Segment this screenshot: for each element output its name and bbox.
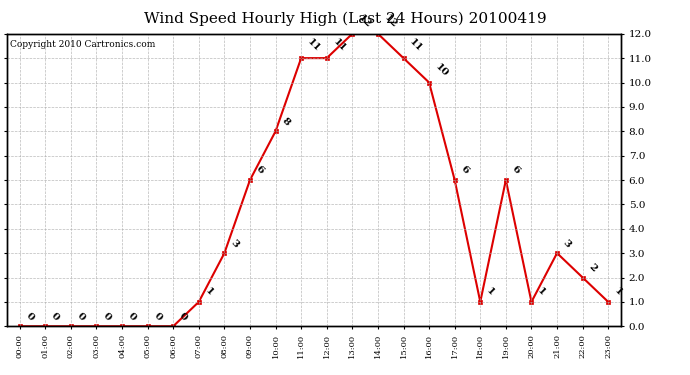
Text: 6: 6 (254, 164, 266, 176)
Text: 0: 0 (152, 310, 164, 322)
Text: 3: 3 (561, 237, 573, 249)
Text: 1: 1 (612, 286, 624, 298)
Text: 1: 1 (535, 286, 547, 298)
Text: Copyright 2010 Cartronics.com: Copyright 2010 Cartronics.com (10, 40, 155, 49)
Text: 11: 11 (408, 38, 424, 54)
Text: 11: 11 (305, 38, 322, 54)
Text: 11: 11 (331, 38, 348, 54)
Text: 3: 3 (228, 237, 240, 249)
Text: 6: 6 (510, 164, 522, 176)
Text: 2: 2 (586, 262, 598, 273)
Text: 0: 0 (75, 310, 86, 322)
Text: 10: 10 (433, 62, 450, 78)
Text: 0: 0 (24, 310, 35, 322)
Text: 0: 0 (177, 310, 189, 322)
Text: 8: 8 (279, 116, 291, 127)
Text: 12: 12 (357, 13, 373, 30)
Text: Wind Speed Hourly High (Last 24 Hours) 20100419: Wind Speed Hourly High (Last 24 Hours) 2… (144, 11, 546, 26)
Text: 0: 0 (101, 310, 112, 322)
Text: 1: 1 (203, 286, 215, 298)
Text: 6: 6 (459, 164, 471, 176)
Text: 0: 0 (126, 310, 138, 322)
Text: 1: 1 (484, 286, 496, 298)
Text: 0: 0 (50, 310, 61, 322)
Text: 12: 12 (382, 13, 399, 30)
